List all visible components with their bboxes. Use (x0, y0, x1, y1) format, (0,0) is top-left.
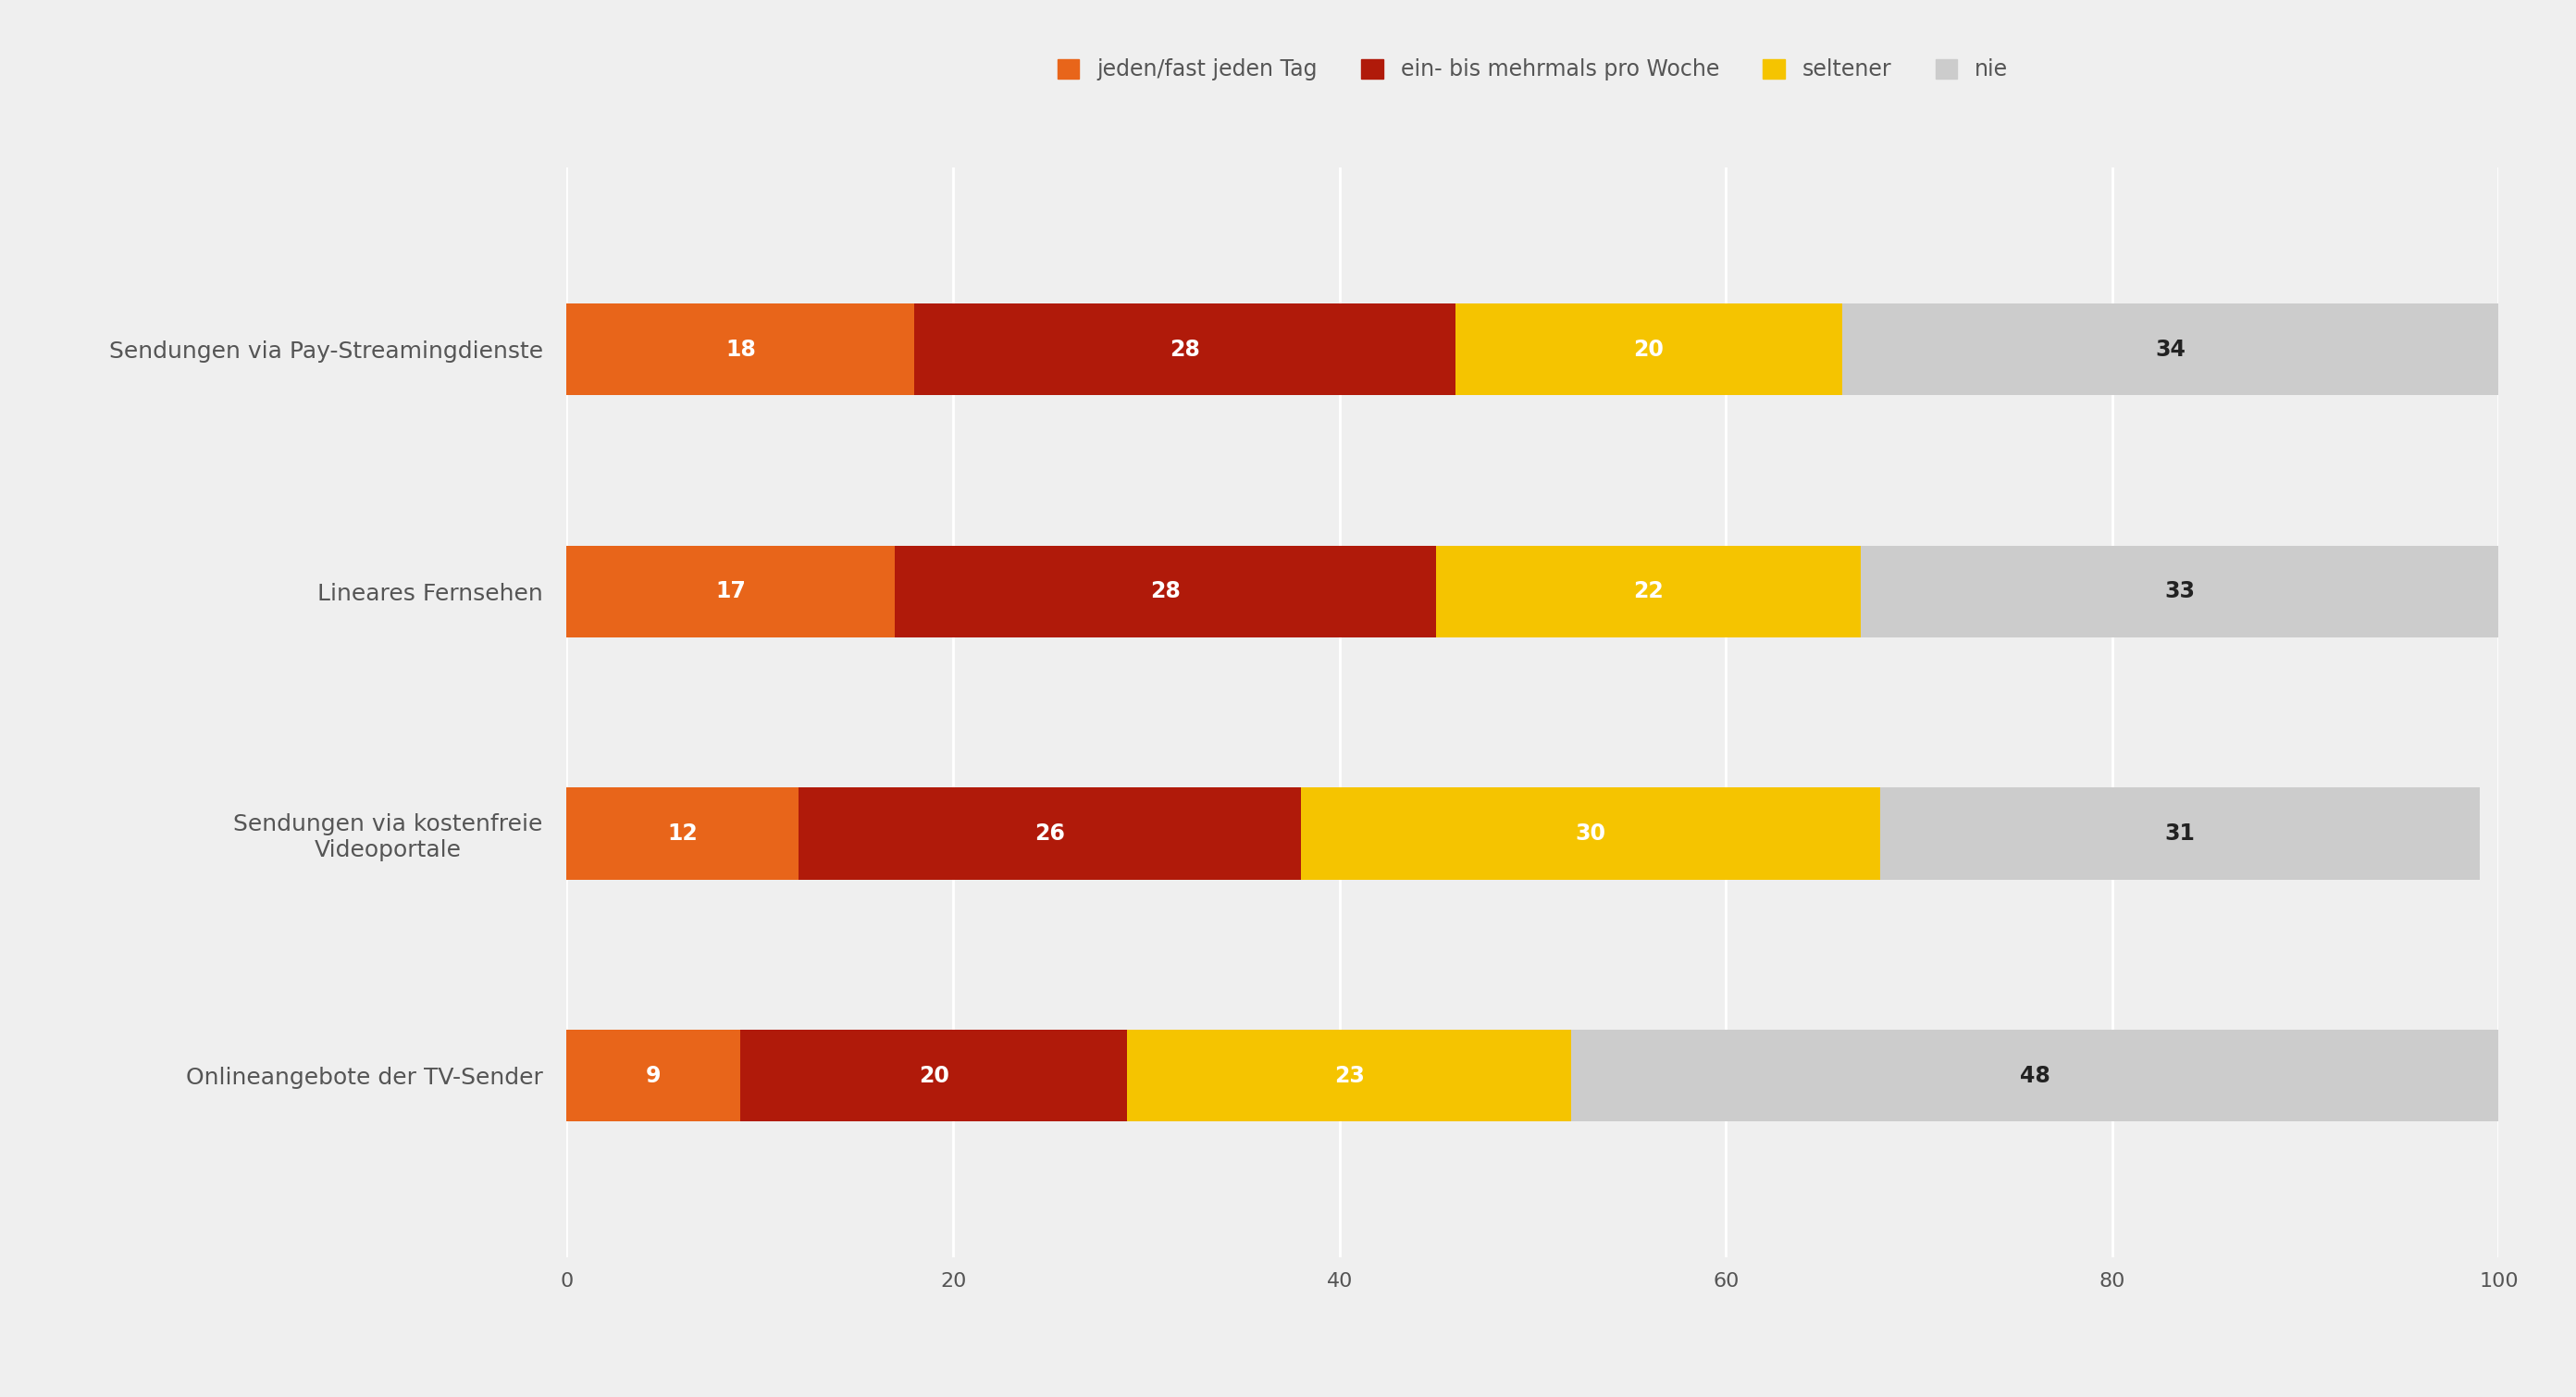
Bar (742, 1030, 1128, 1122)
Bar (1455, 303, 1842, 395)
Text: 12: 12 (667, 823, 698, 845)
Text: 18: 18 (726, 338, 755, 360)
Legend: jeden/fast jeden Tag, ein- bis mehrmals pro Woche, seltener, nie: jeden/fast jeden Tag, ein- bis mehrmals … (1046, 47, 2020, 92)
Text: 23: 23 (1334, 1065, 1365, 1087)
Bar (799, 788, 1301, 880)
Bar (567, 788, 799, 880)
Bar (1301, 788, 1880, 880)
Bar (1842, 303, 2499, 395)
Text: 30: 30 (1577, 823, 1605, 845)
Bar (1437, 545, 1860, 637)
Text: 20: 20 (920, 1065, 948, 1087)
Bar (567, 303, 914, 395)
Bar (1860, 545, 2499, 637)
Bar (896, 545, 1437, 637)
Text: 34: 34 (2156, 338, 2184, 360)
Text: 22: 22 (1633, 580, 1664, 602)
Bar (1880, 788, 2478, 880)
Text: 28: 28 (1151, 580, 1180, 602)
Text: 20: 20 (1633, 338, 1664, 360)
Text: 48: 48 (2020, 1065, 2050, 1087)
Bar (1571, 1030, 2499, 1122)
Text: 9: 9 (647, 1065, 662, 1087)
Text: 26: 26 (1036, 823, 1064, 845)
Bar (567, 545, 896, 637)
Text: 33: 33 (2164, 580, 2195, 602)
Bar (567, 1030, 742, 1122)
Text: 31: 31 (2164, 823, 2195, 845)
Bar (914, 303, 1455, 395)
Text: 28: 28 (1170, 338, 1200, 360)
Bar (1128, 1030, 1571, 1122)
Text: 17: 17 (716, 580, 747, 602)
